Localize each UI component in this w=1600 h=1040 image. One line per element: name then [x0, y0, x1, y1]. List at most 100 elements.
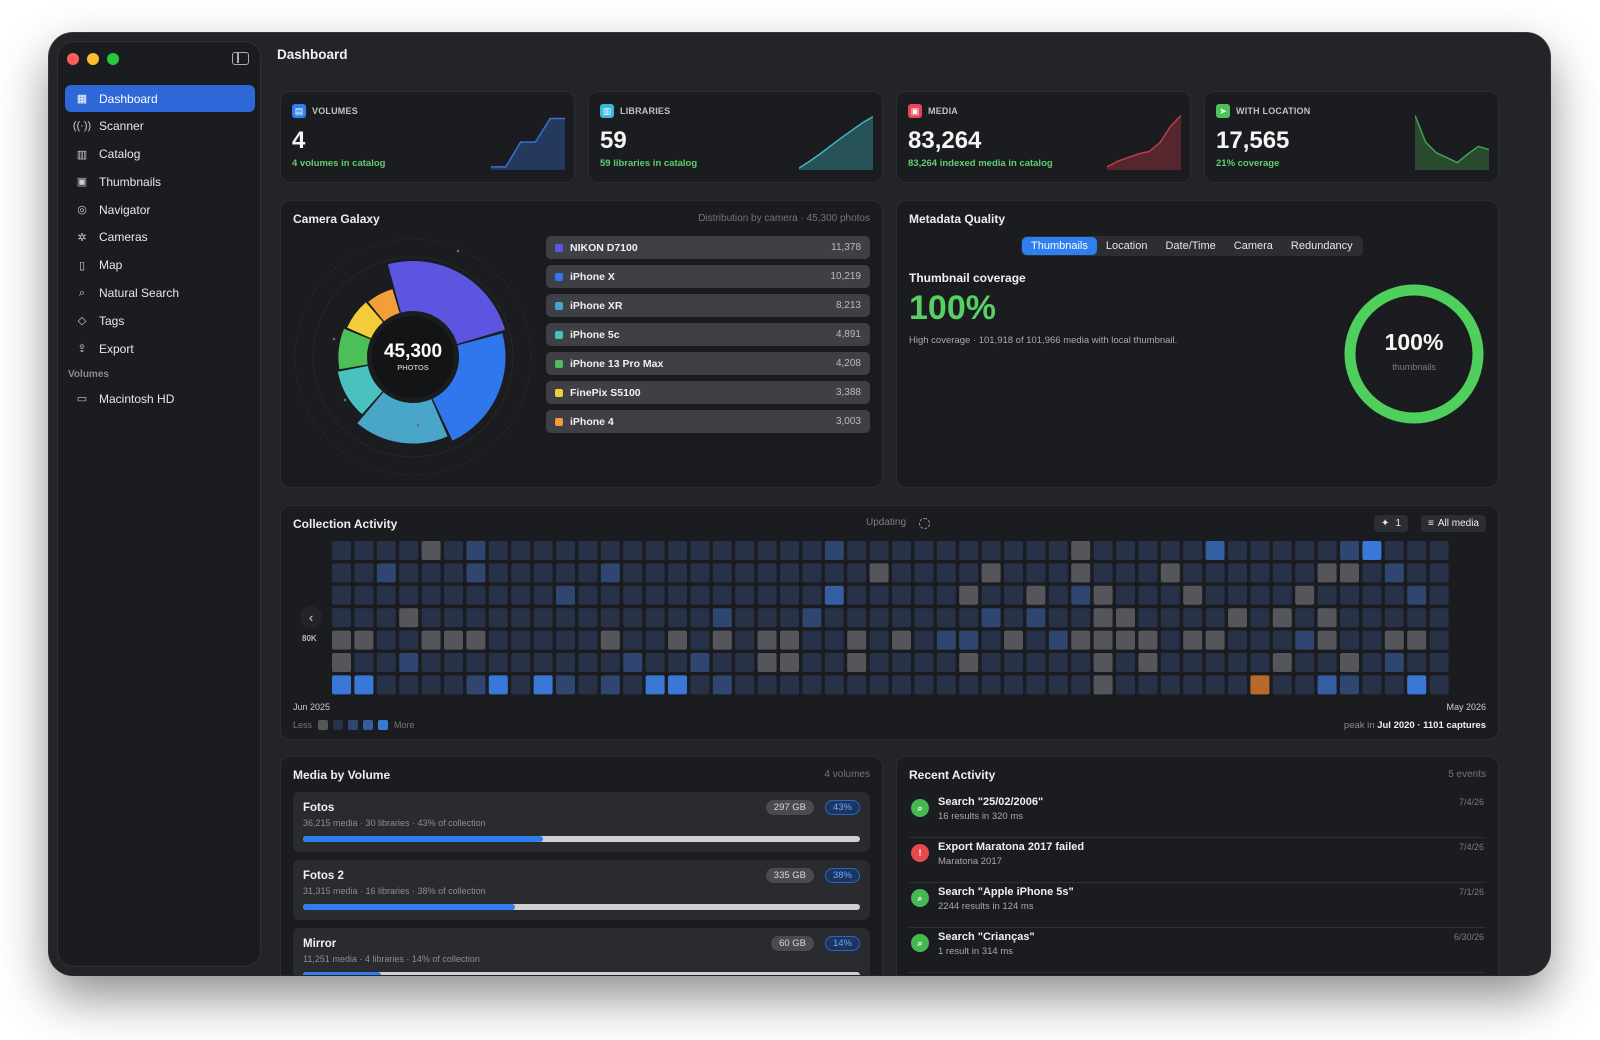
heatmap-cell[interactable]	[981, 608, 1001, 628]
heatmap-cell[interactable]	[824, 608, 844, 628]
heatmap-cell[interactable]	[1250, 608, 1270, 628]
heatmap-cell[interactable]	[824, 630, 844, 650]
heatmap-cell[interactable]	[444, 541, 463, 560]
sidebar-item-dashboard[interactable]: ▦ Dashboard	[65, 85, 255, 112]
heatmap-cell[interactable]	[421, 585, 441, 605]
heatmap-cell[interactable]	[1138, 630, 1158, 650]
heatmap-cell[interactable]	[600, 653, 620, 672]
heatmap-cell[interactable]	[1138, 675, 1158, 695]
heatmap-cell[interactable]	[1183, 653, 1203, 672]
heatmap-cell[interactable]	[533, 675, 553, 695]
heatmap-cell[interactable]	[1026, 630, 1046, 650]
heatmap-cell[interactable]	[466, 653, 486, 672]
heatmap-cell[interactable]	[645, 541, 665, 560]
heatmap-cell[interactable]	[332, 541, 351, 560]
heatmap-cell[interactable]	[556, 608, 575, 628]
heatmap-cell[interactable]	[1317, 608, 1337, 628]
heatmap-cell[interactable]	[668, 608, 687, 628]
heatmap-cell[interactable]	[668, 585, 687, 605]
heatmap-cell[interactable]	[802, 541, 822, 560]
galaxy-slice-nikon-d7100[interactable]	[387, 260, 506, 344]
heatmap-cell[interactable]	[1272, 585, 1292, 605]
heatmap-cell[interactable]	[847, 541, 867, 560]
heatmap-cell[interactable]	[444, 608, 463, 628]
heatmap-cell[interactable]	[488, 608, 508, 628]
heatmap-cell[interactable]	[1026, 563, 1046, 583]
heatmap-cell[interactable]	[1116, 675, 1135, 695]
heatmap-cell[interactable]	[668, 675, 687, 695]
heatmap-cell[interactable]	[1183, 675, 1203, 695]
heatmap-cell[interactable]	[466, 675, 486, 695]
heatmap-cell[interactable]	[332, 675, 351, 695]
heatmap-cell[interactable]	[1160, 563, 1180, 583]
sidebar-item-navigator[interactable]: ◎ Navigator	[65, 196, 255, 223]
heatmap-cell[interactable]	[757, 563, 777, 583]
heatmap-cell[interactable]	[1295, 630, 1315, 650]
heatmap-cell[interactable]	[1429, 675, 1449, 695]
heatmap-cell[interactable]	[376, 585, 396, 605]
heatmap-cell[interactable]	[1295, 608, 1315, 628]
heatmap-cell[interactable]	[1116, 653, 1135, 672]
galaxy-slice-iphone-5c[interactable]	[337, 365, 383, 415]
heatmap-cell[interactable]	[376, 541, 396, 560]
camera-row[interactable]: iPhone 4 3,003	[546, 410, 870, 433]
heatmap-cell[interactable]	[332, 608, 351, 628]
heatmap-cell[interactable]	[444, 630, 463, 650]
heatmap-cell[interactable]	[712, 630, 732, 650]
heatmap-cell[interactable]	[1362, 608, 1382, 628]
heatmap-cell[interactable]	[511, 563, 531, 583]
heatmap-cell[interactable]	[556, 653, 575, 672]
heatmap-cell[interactable]	[1429, 541, 1449, 560]
heatmap-cell[interactable]	[578, 563, 598, 583]
heatmap-cell[interactable]	[1205, 585, 1225, 605]
heatmap-cell[interactable]	[959, 675, 979, 695]
heatmap-cell[interactable]	[690, 585, 710, 605]
heatmap-cell[interactable]	[399, 541, 419, 560]
heatmap-cell[interactable]	[1183, 563, 1203, 583]
heatmap-cell[interactable]	[735, 585, 755, 605]
camera-row[interactable]: FinePix S5100 3,388	[546, 381, 870, 404]
heatmap-cell[interactable]	[1026, 653, 1046, 672]
heatmap-cell[interactable]	[533, 653, 553, 672]
heatmap-cell[interactable]	[1026, 608, 1046, 628]
heatmap-cell[interactable]	[892, 541, 911, 560]
heatmap-cell[interactable]	[936, 630, 956, 650]
camera-row[interactable]: iPhone X 10,219	[546, 265, 870, 288]
heatmap-cell[interactable]	[1250, 563, 1270, 583]
heatmap-cell[interactable]	[1138, 608, 1158, 628]
heatmap-cell[interactable]	[444, 653, 463, 672]
heatmap-cell[interactable]	[1272, 675, 1292, 695]
heatmap-cell[interactable]	[1317, 630, 1337, 650]
heatmap-cell[interactable]	[1116, 630, 1135, 650]
heatmap-cell[interactable]	[556, 630, 575, 650]
heatmap-cell[interactable]	[780, 653, 799, 672]
heatmap-cell[interactable]	[1160, 608, 1180, 628]
heatmap-cell[interactable]	[1026, 675, 1046, 695]
heatmap-cell[interactable]	[712, 675, 732, 695]
heatmap-cell[interactable]	[488, 563, 508, 583]
heatmap-cell[interactable]	[533, 608, 553, 628]
heatmap-cell[interactable]	[556, 563, 575, 583]
heatmap-cell[interactable]	[780, 585, 799, 605]
sidebar-item-tags[interactable]: ◇ Tags	[65, 307, 255, 334]
heatmap-cell[interactable]	[1250, 585, 1270, 605]
heatmap-cell[interactable]	[712, 563, 732, 583]
heatmap-cell[interactable]	[578, 585, 598, 605]
heatmap-cell[interactable]	[914, 608, 934, 628]
heatmap-cell[interactable]	[332, 563, 351, 583]
heatmap-cell[interactable]	[1093, 608, 1113, 628]
heatmap-cell[interactable]	[1205, 608, 1225, 628]
heatmap-cell[interactable]	[780, 608, 799, 628]
heatmap-cell[interactable]	[556, 675, 575, 695]
heatmap-cell[interactable]	[936, 585, 956, 605]
heatmap-cell[interactable]	[1160, 541, 1180, 560]
heatmap-cell[interactable]	[1228, 608, 1247, 628]
heatmap-cell[interactable]	[757, 653, 777, 672]
heatmap-cell[interactable]	[1004, 608, 1023, 628]
heatmap-cell[interactable]	[780, 563, 799, 583]
sidebar-item-cameras[interactable]: ✲ Cameras	[65, 224, 255, 251]
heatmap-cell[interactable]	[847, 675, 867, 695]
heatmap-cell[interactable]	[668, 653, 687, 672]
heatmap-cell[interactable]	[892, 675, 911, 695]
heatmap-cell[interactable]	[1138, 653, 1158, 672]
